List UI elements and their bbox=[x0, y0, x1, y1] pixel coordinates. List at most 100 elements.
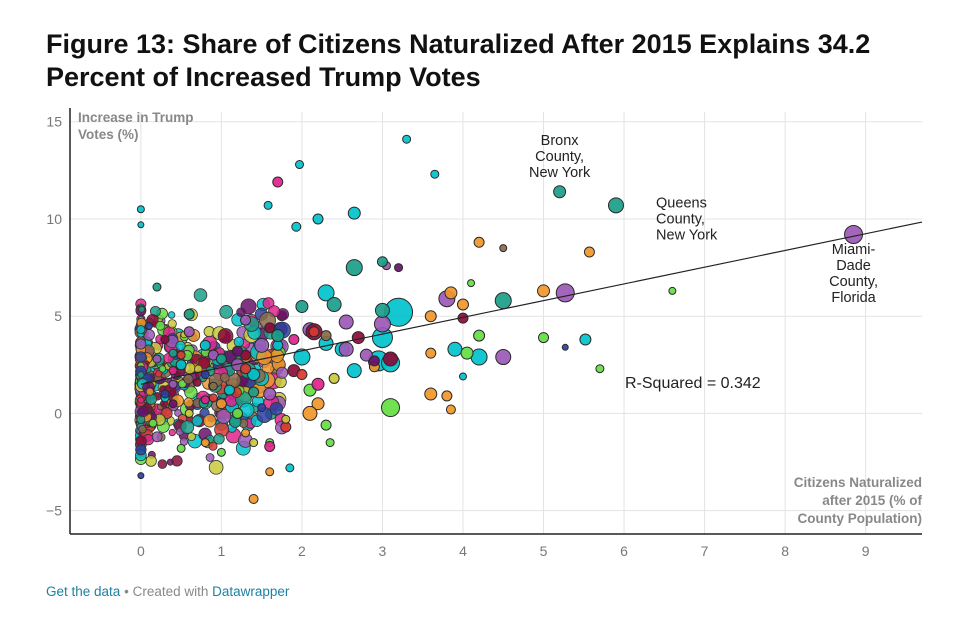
x-tick-label: 4 bbox=[459, 543, 467, 559]
bubble-cloud bbox=[137, 396, 145, 404]
annotation-line: County, bbox=[829, 274, 878, 290]
bubble-point bbox=[199, 339, 211, 351]
bubble-point bbox=[215, 398, 227, 410]
bubble-point bbox=[346, 363, 362, 379]
bubble-cloud bbox=[167, 319, 177, 329]
bubble-point bbox=[402, 134, 412, 144]
bubble-cloud bbox=[137, 405, 150, 418]
bubble-point bbox=[320, 419, 332, 431]
bubble-point bbox=[383, 351, 399, 367]
bubble-point bbox=[447, 341, 463, 357]
bubble-cloud bbox=[167, 311, 176, 319]
y-axis-title-line: Votes (%) bbox=[78, 127, 139, 142]
y-tick-label: 5 bbox=[54, 308, 62, 324]
bubble-point bbox=[473, 329, 486, 342]
bubble-cloud bbox=[135, 351, 147, 363]
bubble-cloud bbox=[171, 455, 183, 467]
bubble-point bbox=[168, 366, 178, 376]
bubble-cloud bbox=[145, 455, 157, 467]
bubble-point bbox=[183, 326, 195, 338]
bubble-cloud bbox=[198, 356, 211, 369]
x-axis-title-line: Citizens Naturalized bbox=[794, 475, 922, 490]
bubble-point bbox=[168, 399, 178, 409]
bubble-point bbox=[285, 463, 295, 473]
bubble-point bbox=[470, 348, 488, 366]
bubble-point bbox=[374, 302, 390, 318]
bubble-point bbox=[144, 321, 153, 330]
x-tick-label: 3 bbox=[379, 543, 387, 559]
y-tick-label: 15 bbox=[46, 114, 62, 130]
bubble-point bbox=[538, 332, 550, 344]
trendline bbox=[140, 221, 923, 385]
bubble-cloud bbox=[208, 460, 224, 475]
bubble-cloud bbox=[180, 420, 195, 434]
bubble-cloud bbox=[191, 415, 203, 427]
bubble-point bbox=[499, 244, 508, 253]
y-axis-title: Increase in Trump Votes (%) bbox=[78, 110, 194, 142]
bubble-point bbox=[338, 314, 354, 330]
bubble-cloud bbox=[151, 431, 163, 443]
bubble-cloud bbox=[145, 393, 157, 405]
bubble-point bbox=[458, 372, 467, 381]
bubble-cloud bbox=[155, 370, 163, 378]
datawrapper-link[interactable]: Datawrapper bbox=[212, 584, 290, 599]
bubble-point bbox=[137, 472, 145, 480]
bubble-point bbox=[136, 205, 145, 214]
bubble-point bbox=[555, 283, 575, 303]
bubble-point bbox=[263, 200, 273, 210]
footer: Get the data • Created with Datawrapper bbox=[46, 584, 289, 599]
bubble-point bbox=[232, 345, 244, 357]
bubble-point bbox=[208, 393, 218, 403]
bubble-point bbox=[152, 354, 162, 364]
chart-title: Figure 13: Share of Citizens Naturalized… bbox=[46, 29, 871, 92]
bubble-point bbox=[281, 414, 291, 424]
bubble-point bbox=[168, 348, 178, 358]
bubble-point bbox=[668, 286, 677, 295]
bubble-point bbox=[168, 379, 178, 389]
bubble-point bbox=[176, 443, 186, 453]
bubble-point bbox=[291, 221, 302, 232]
x-tick-label: 7 bbox=[701, 543, 709, 559]
x-tick-label: 6 bbox=[620, 543, 628, 559]
x-tick-label: 1 bbox=[217, 543, 225, 559]
bubble-point bbox=[325, 438, 335, 448]
bubble-cloud bbox=[216, 409, 232, 424]
bubble-point bbox=[184, 408, 194, 418]
y-tick-label: 10 bbox=[46, 211, 62, 227]
annotation-line: Miami- bbox=[832, 242, 876, 258]
annotation-line: New York bbox=[529, 165, 591, 181]
bubble-point bbox=[311, 397, 325, 411]
bubble-point bbox=[320, 330, 332, 342]
bubble-point bbox=[254, 337, 270, 353]
bubble-point bbox=[272, 176, 284, 188]
bubble-point bbox=[175, 359, 187, 371]
annotation-line: Florida bbox=[831, 290, 876, 306]
bubble-cloud bbox=[219, 305, 234, 319]
bubble-point bbox=[240, 363, 252, 375]
bubble-point bbox=[200, 438, 210, 448]
bubble-point bbox=[338, 341, 354, 357]
bubble-point bbox=[241, 428, 251, 438]
bubble-point bbox=[160, 389, 170, 399]
y-axis-ticks: −5 0 5 10 15 bbox=[46, 114, 62, 519]
get-the-data-link[interactable]: Get the data bbox=[46, 584, 121, 599]
bubble-cloud bbox=[138, 425, 147, 434]
bubble-point bbox=[494, 292, 512, 310]
x-tick-label: 0 bbox=[137, 543, 145, 559]
bubble-point bbox=[553, 185, 567, 199]
r-squared-label: R-Squared = 0.342 bbox=[625, 375, 761, 392]
bubble-point bbox=[326, 297, 342, 313]
bubble-cloud bbox=[236, 307, 246, 318]
bubble-cloud bbox=[168, 428, 176, 437]
bubble-point bbox=[296, 369, 308, 381]
bubble-cloud bbox=[138, 305, 146, 313]
bubble-point bbox=[394, 263, 404, 273]
bubble-point bbox=[200, 395, 210, 405]
bubble-cloud bbox=[175, 340, 186, 351]
bubble-point bbox=[425, 347, 437, 359]
bubble-point bbox=[223, 384, 235, 396]
bubble-cloud bbox=[183, 397, 194, 408]
bubble-cloud bbox=[220, 372, 230, 383]
bubble-point bbox=[444, 286, 458, 300]
bubble-point bbox=[302, 405, 318, 421]
